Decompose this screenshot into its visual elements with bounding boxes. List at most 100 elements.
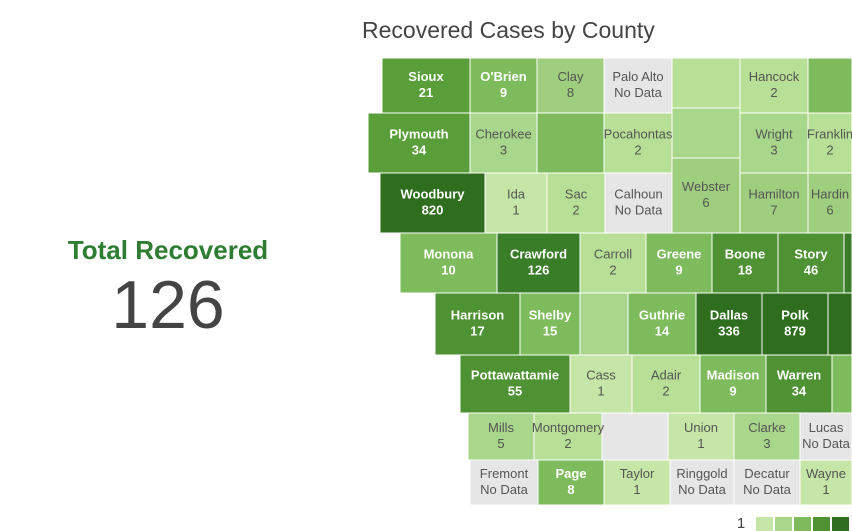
- county: [711, 232, 779, 294]
- county-value: 5: [497, 436, 504, 451]
- county: [603, 459, 671, 506]
- county-name: Montgomery: [532, 420, 605, 435]
- county-name: Dallas: [710, 307, 748, 322]
- county: [533, 412, 603, 461]
- total-label: Total Recovered: [68, 235, 268, 265]
- county: [536, 57, 605, 114]
- county-value: 9: [500, 85, 507, 100]
- county-value: 1: [597, 383, 604, 398]
- county-value: 2: [609, 262, 616, 277]
- county-shape: [601, 412, 669, 461]
- county-value: No Data: [480, 482, 528, 497]
- county-value: 21: [419, 85, 433, 100]
- county-name: Pocahontas: [604, 126, 673, 141]
- county-value: 8: [567, 482, 574, 497]
- legend-label: 1: [737, 515, 745, 531]
- county-shape: [671, 57, 741, 109]
- county-name: Taylor: [620, 466, 655, 481]
- county-name: Hardin: [811, 186, 849, 201]
- county: [604, 172, 673, 234]
- county: [467, 412, 535, 461]
- county-name: Clay: [557, 69, 584, 84]
- county-name: Wayne: [806, 466, 846, 481]
- legend-swatch: [775, 517, 792, 531]
- county: [367, 112, 471, 174]
- county-name: Cherokee: [475, 126, 531, 141]
- county-value: 14: [655, 323, 670, 338]
- county-value: No Data: [614, 85, 662, 100]
- county-name: Guthrie: [639, 307, 685, 322]
- county: [469, 112, 538, 174]
- county-name: Union: [684, 420, 718, 435]
- county-shape: [827, 292, 852, 356]
- county: [667, 412, 735, 461]
- county-name: Adair: [651, 367, 682, 382]
- county-value: 9: [675, 262, 682, 277]
- county-name: Sioux: [408, 69, 444, 84]
- county-value: 34: [412, 142, 427, 157]
- county-value: 3: [770, 142, 777, 157]
- county-value: 6: [826, 202, 833, 217]
- map-title: Recovered Cases by County: [362, 17, 655, 43]
- county-value: 126: [528, 262, 550, 277]
- county-value: 7: [770, 202, 777, 217]
- county-name: Ringgold: [676, 466, 727, 481]
- legend-swatch: [794, 517, 811, 531]
- county-name: Decatur: [744, 466, 790, 481]
- county-name: Crawford: [510, 246, 567, 261]
- county-value: 2: [564, 436, 571, 451]
- county-name: Webster: [682, 179, 731, 194]
- county-value: No Data: [802, 436, 850, 451]
- county-name: Madison: [707, 367, 760, 382]
- county: [761, 292, 829, 356]
- county-name: Calhoun: [614, 186, 662, 201]
- county-name: Wright: [755, 126, 793, 141]
- county-name: Monona: [424, 246, 475, 261]
- county-name: Mills: [488, 420, 514, 435]
- legend-swatch: [756, 517, 773, 531]
- county: [546, 172, 606, 234]
- county-value: 1: [512, 202, 519, 217]
- county-value: 10: [441, 262, 455, 277]
- county: [733, 459, 801, 506]
- county-name: O'Brien: [480, 69, 526, 84]
- county: [799, 412, 852, 461]
- county: [799, 459, 852, 506]
- county-value: 18: [738, 262, 752, 277]
- county-name: Story: [794, 246, 828, 261]
- county-name: Woodbury: [400, 186, 465, 201]
- county-value: 1: [822, 482, 829, 497]
- county-value: 2: [634, 142, 641, 157]
- county-shape: [536, 112, 605, 174]
- county: [627, 292, 697, 356]
- county-name: Warren: [777, 367, 821, 382]
- county-name: Fremont: [480, 466, 529, 481]
- county-name: Greene: [657, 246, 702, 261]
- county-name: Clarke: [748, 420, 786, 435]
- county: [399, 232, 498, 294]
- county-value: No Data: [678, 482, 726, 497]
- county-name: Polk: [781, 307, 809, 322]
- legend-swatch: [813, 517, 830, 531]
- county-value: No Data: [615, 202, 663, 217]
- county-name: Franklin: [807, 126, 852, 141]
- county-value: 3: [763, 436, 770, 451]
- county-value: 820: [422, 202, 444, 217]
- county-value: 6: [702, 195, 709, 210]
- county-name: Hancock: [749, 69, 800, 84]
- county: [537, 459, 605, 506]
- county-value: 2: [572, 202, 579, 217]
- county: [733, 412, 801, 461]
- county: [603, 112, 673, 174]
- county-name: Shelby: [529, 307, 572, 322]
- county-name: Carroll: [594, 246, 632, 261]
- county-shape: [831, 354, 852, 414]
- county-shape: [671, 107, 741, 159]
- county-value: 17: [470, 323, 484, 338]
- county-name: Sac: [565, 186, 588, 201]
- county-value: 55: [508, 383, 522, 398]
- legend-swatch: [832, 517, 849, 531]
- county-name: Page: [555, 466, 586, 481]
